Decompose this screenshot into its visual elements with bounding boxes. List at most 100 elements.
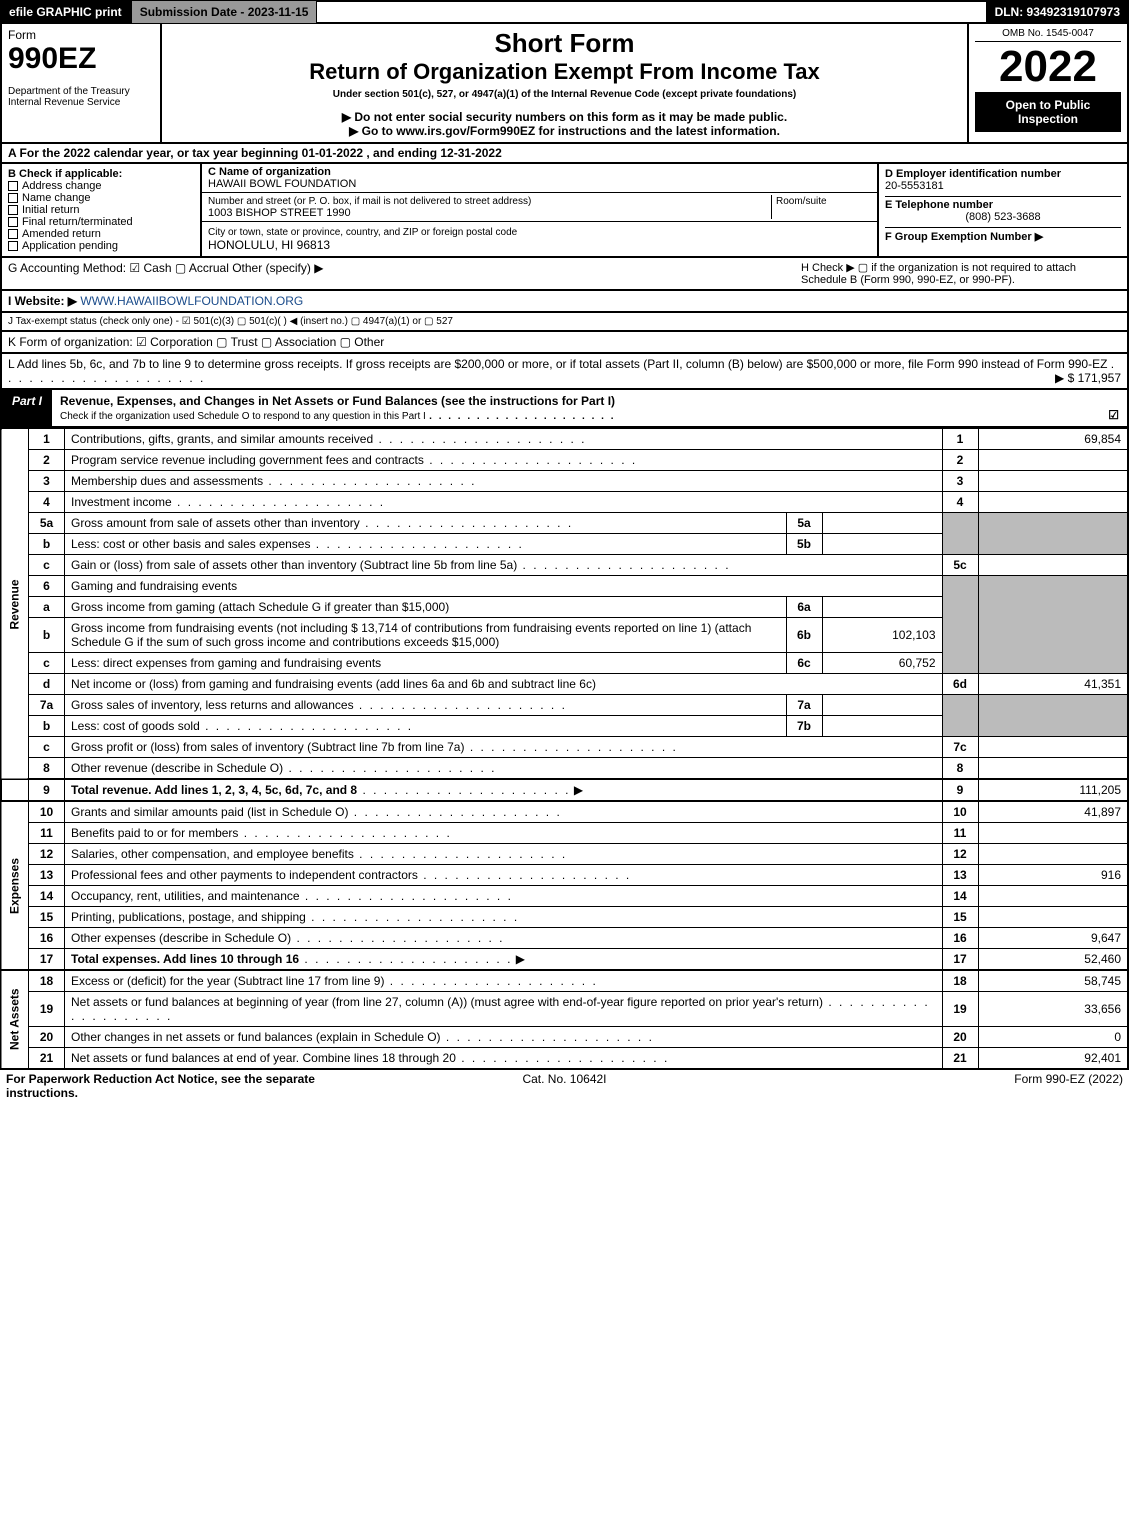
l5a-sa bbox=[822, 513, 942, 534]
l5b-text: Less: cost or other basis and sales expe… bbox=[71, 537, 310, 551]
l5c-num: c bbox=[29, 555, 65, 576]
l5b-sa bbox=[822, 534, 942, 555]
l3-num: 3 bbox=[29, 471, 65, 492]
l18-text: Excess or (deficit) for the year (Subtra… bbox=[71, 974, 384, 988]
l15-amt bbox=[978, 907, 1128, 928]
B-opt-1[interactable]: Name change bbox=[8, 192, 194, 204]
l13-num: 13 bbox=[29, 865, 65, 886]
l21-rn: 21 bbox=[942, 1048, 978, 1070]
part1-tag: Part I bbox=[2, 390, 52, 426]
l12-num: 12 bbox=[29, 844, 65, 865]
l6b-sl: 6b bbox=[786, 618, 822, 653]
l3-text: Membership dues and assessments bbox=[71, 474, 263, 488]
l11-amt bbox=[978, 823, 1128, 844]
expenses-side-label: Expenses bbox=[1, 801, 29, 970]
l11-rn: 11 bbox=[942, 823, 978, 844]
section-GH: G Accounting Method: ☑ Cash ▢ Accrual Ot… bbox=[0, 258, 1129, 291]
l7c-num: c bbox=[29, 737, 65, 758]
l6c-sa: 60,752 bbox=[822, 653, 942, 674]
l8-num: 8 bbox=[29, 758, 65, 780]
C-room-label: Room/suite bbox=[776, 196, 827, 207]
efile-print-button[interactable]: efile GRAPHIC print bbox=[0, 0, 131, 24]
l20-amt: 0 bbox=[978, 1027, 1128, 1048]
org-name: HAWAII BOWL FOUNDATION bbox=[208, 178, 356, 190]
part1-check[interactable]: ☑ bbox=[1108, 408, 1119, 422]
l19-num: 19 bbox=[29, 992, 65, 1027]
l1-text: Contributions, gifts, grants, and simila… bbox=[71, 432, 373, 446]
lines-table: Revenue 1 Contributions, gifts, grants, … bbox=[0, 428, 1129, 1070]
B-opt-4[interactable]: Amended return bbox=[8, 228, 194, 240]
org-street: 1003 BISHOP STREET 1990 bbox=[208, 207, 351, 219]
l6a-sa bbox=[822, 597, 942, 618]
l16-text: Other expenses (describe in Schedule O) bbox=[71, 931, 291, 945]
l15-num: 15 bbox=[29, 907, 65, 928]
l13-text: Professional fees and other payments to … bbox=[71, 868, 418, 882]
part1-title: Revenue, Expenses, and Changes in Net As… bbox=[60, 394, 615, 408]
l6b-sa: 102,103 bbox=[822, 618, 942, 653]
l6c-text: Less: direct expenses from gaming and fu… bbox=[65, 653, 787, 674]
l5b-num: b bbox=[29, 534, 65, 555]
B-opt-3[interactable]: Final return/terminated bbox=[8, 216, 194, 228]
B-opt-0[interactable]: Address change bbox=[8, 180, 194, 192]
l7b-num: b bbox=[29, 716, 65, 737]
ssn-warning: ▶ Do not enter social security numbers o… bbox=[168, 110, 961, 124]
l17-num: 17 bbox=[29, 949, 65, 971]
l5a-text: Gross amount from sale of assets other t… bbox=[71, 516, 360, 530]
section-A: A For the 2022 calendar year, or tax yea… bbox=[0, 144, 1129, 164]
netassets-side-label: Net Assets bbox=[1, 970, 29, 1069]
top-bar: efile GRAPHIC print Submission Date - 20… bbox=[0, 0, 1129, 24]
B-opt-2[interactable]: Initial return bbox=[8, 204, 194, 216]
L-text: L Add lines 5b, 6c, and 7b to line 9 to … bbox=[8, 357, 1107, 371]
G-accounting: G Accounting Method: ☑ Cash ▢ Accrual Ot… bbox=[8, 261, 801, 286]
l7c-amt bbox=[978, 737, 1128, 758]
l15-rn: 15 bbox=[942, 907, 978, 928]
l5c-amt bbox=[978, 555, 1128, 576]
l3-rn: 3 bbox=[942, 471, 978, 492]
goto-link[interactable]: ▶ Go to www.irs.gov/Form990EZ for instru… bbox=[168, 124, 961, 138]
header-left: Form 990EZ Department of the Treasury In… bbox=[2, 24, 162, 142]
C-street-label: Number and street (or P. O. box, if mail… bbox=[208, 196, 531, 207]
I-label: I Website: ▶ bbox=[8, 294, 77, 308]
l6d-amt: 41,351 bbox=[978, 674, 1128, 695]
open-public: Open to Public Inspection bbox=[975, 92, 1121, 132]
subtitle: Under section 501(c), 527, or 4947(a)(1)… bbox=[168, 89, 961, 100]
l20-rn: 20 bbox=[942, 1027, 978, 1048]
org-city: HONOLULU, HI 96813 bbox=[208, 238, 330, 252]
form-label: Form bbox=[8, 28, 154, 42]
l6-text: Gaming and fundraising events bbox=[65, 576, 943, 597]
l6b-num: b bbox=[29, 618, 65, 653]
l13-amt: 916 bbox=[978, 865, 1128, 886]
l12-amt bbox=[978, 844, 1128, 865]
website-link[interactable]: WWW.HAWAIIBOWLFOUNDATION.ORG bbox=[80, 294, 303, 308]
l7a-sl: 7a bbox=[786, 695, 822, 716]
l17-rn: 17 bbox=[942, 949, 978, 971]
l12-text: Salaries, other compensation, and employ… bbox=[71, 847, 354, 861]
l6a-num: a bbox=[29, 597, 65, 618]
l5a-num: 5a bbox=[29, 513, 65, 534]
phone: (808) 523-3688 bbox=[885, 211, 1121, 223]
B-opt-5-label: Application pending bbox=[22, 240, 118, 252]
submission-date: Submission Date - 2023-11-15 bbox=[131, 0, 318, 24]
l8-amt bbox=[978, 758, 1128, 780]
l10-rn: 10 bbox=[942, 801, 978, 823]
l5c-rn: 5c bbox=[942, 555, 978, 576]
l17-text: Total expenses. Add lines 10 through 16 bbox=[71, 952, 299, 966]
l18-rn: 18 bbox=[942, 970, 978, 992]
l1-num: 1 bbox=[29, 429, 65, 450]
section-B: B Check if applicable: Address change Na… bbox=[2, 164, 202, 256]
l12-rn: 12 bbox=[942, 844, 978, 865]
l9-amt: 111,205 bbox=[978, 779, 1128, 801]
B-opt-5[interactable]: Application pending bbox=[8, 240, 194, 252]
l7c-text: Gross profit or (loss) from sales of inv… bbox=[71, 740, 464, 754]
l10-amt: 41,897 bbox=[978, 801, 1128, 823]
l17-arrow: ▶ bbox=[516, 952, 525, 966]
l11-num: 11 bbox=[29, 823, 65, 844]
l7b-sa bbox=[822, 716, 942, 737]
l19-text: Net assets or fund balances at beginning… bbox=[71, 995, 823, 1009]
section-J: J Tax-exempt status (check only one) - ☑… bbox=[0, 313, 1129, 332]
l6a-text: Gross income from gaming (attach Schedul… bbox=[65, 597, 787, 618]
short-form-title: Short Form bbox=[168, 28, 961, 59]
l16-rn: 16 bbox=[942, 928, 978, 949]
omb: OMB No. 1545-0047 bbox=[975, 28, 1121, 42]
E-label: E Telephone number bbox=[885, 196, 1121, 211]
